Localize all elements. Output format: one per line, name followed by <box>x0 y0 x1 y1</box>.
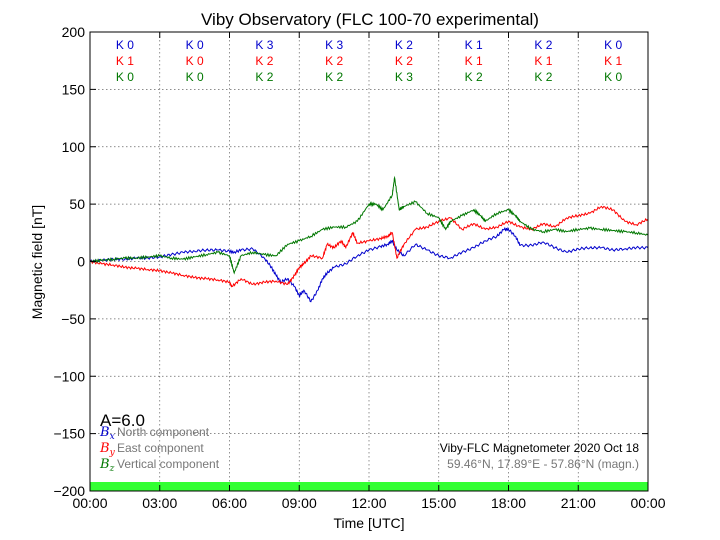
a-index: A=6.0 <box>100 411 145 430</box>
k-index-north: K 3 <box>325 38 343 52</box>
y-axis-label: Magnetic field [nT] <box>29 205 45 319</box>
y-tick-label: 200 <box>62 24 86 40</box>
legend: Bx North component By East component Bz … <box>99 425 220 474</box>
legend-vertical: Bz Vertical component <box>99 457 220 474</box>
instrument-info: Viby-FLC Magnetometer 2020 Oct 18 <box>440 441 640 455</box>
k-index-vertical: K 0 <box>186 70 204 84</box>
y-tick-label: −200 <box>53 483 85 499</box>
legend-north: Bx North component <box>99 425 210 442</box>
k-index-table: K 0 K 0 K 3 K 3 K 2 K 1 K 2 K 0 K 1 K 0 K 2 K 2 K 2 K… <box>116 38 623 84</box>
x-tick-label: 00:00 <box>72 495 107 511</box>
legend-east: By East component <box>99 441 204 458</box>
y-tick-label: 50 <box>69 196 85 212</box>
k-index-east: K 1 <box>534 54 552 68</box>
k-index-north: K 3 <box>255 38 273 52</box>
x-tick-label: 18:00 <box>491 495 526 511</box>
x-tick-label: 15:00 <box>421 495 456 511</box>
grid-lines <box>90 32 648 491</box>
k-index-east: K 1 <box>465 54 483 68</box>
k-index-east: K 0 <box>186 54 204 68</box>
y-tick-label: 150 <box>62 81 86 97</box>
x-tick-label: 09:00 <box>282 495 317 511</box>
x-tick-label: 00:00 <box>630 495 665 511</box>
y-tick-label: −100 <box>53 368 85 384</box>
legend-vertical-symbol: Bz <box>99 457 115 474</box>
k-index-east: K 1 <box>604 54 622 68</box>
legend-east-symbol: By <box>99 441 116 458</box>
k-index-vertical: K 2 <box>465 70 483 84</box>
k-index-east: K 2 <box>395 54 413 68</box>
k-index-east: K 2 <box>255 54 273 68</box>
k-index-north: K 2 <box>395 38 413 52</box>
k-index-vertical: K 0 <box>116 70 134 84</box>
series-line-vertical <box>89 175 649 275</box>
y-tick-label: −150 <box>53 426 85 442</box>
x-tick-label: 12:00 <box>351 495 386 511</box>
axis-ticks: 00:00 03:00 06:00 09:00 12:00 15:00 18:00 21:00… <box>53 24 665 511</box>
k-index-east: K 2 <box>325 54 343 68</box>
location-info: 59.46°N, 17.89°E - 57.86°N (magn.) <box>447 457 639 471</box>
x-tick-label: 21:00 <box>561 495 596 511</box>
k-index-vertical: K 2 <box>534 70 552 84</box>
k-index-vertical: K 3 <box>395 70 413 84</box>
k-index-north: K 0 <box>604 38 622 52</box>
k-index-east: K 1 <box>116 54 134 68</box>
x-tick-label: 06:00 <box>212 495 247 511</box>
legend-north-symbol: Bx <box>99 425 115 442</box>
k-index-vertical: K 0 <box>604 70 622 84</box>
series-line-east <box>89 205 649 288</box>
plot-lines <box>89 175 649 303</box>
y-tick-label: 100 <box>62 139 86 155</box>
legend-vertical-label: Vertical component <box>117 457 220 471</box>
k-index-north: K 0 <box>116 38 134 52</box>
legend-north-label: North component <box>117 425 210 439</box>
x-axis-label: Time [UTC] <box>333 515 404 531</box>
x-tick-label: 03:00 <box>142 495 177 511</box>
k-index-vertical: K 2 <box>325 70 343 84</box>
chart-title: Viby Observatory (FLC 100-70 experimenta… <box>201 10 539 29</box>
y-tick-label: 0 <box>77 254 85 270</box>
k-index-north: K 2 <box>534 38 552 52</box>
k-index-vertical: K 2 <box>255 70 273 84</box>
legend-east-label: East component <box>117 441 204 455</box>
k-index-north: K 0 <box>186 38 204 52</box>
y-tick-label: −50 <box>61 311 85 327</box>
series-line-north <box>89 226 649 303</box>
k-index-north: K 1 <box>465 38 483 52</box>
